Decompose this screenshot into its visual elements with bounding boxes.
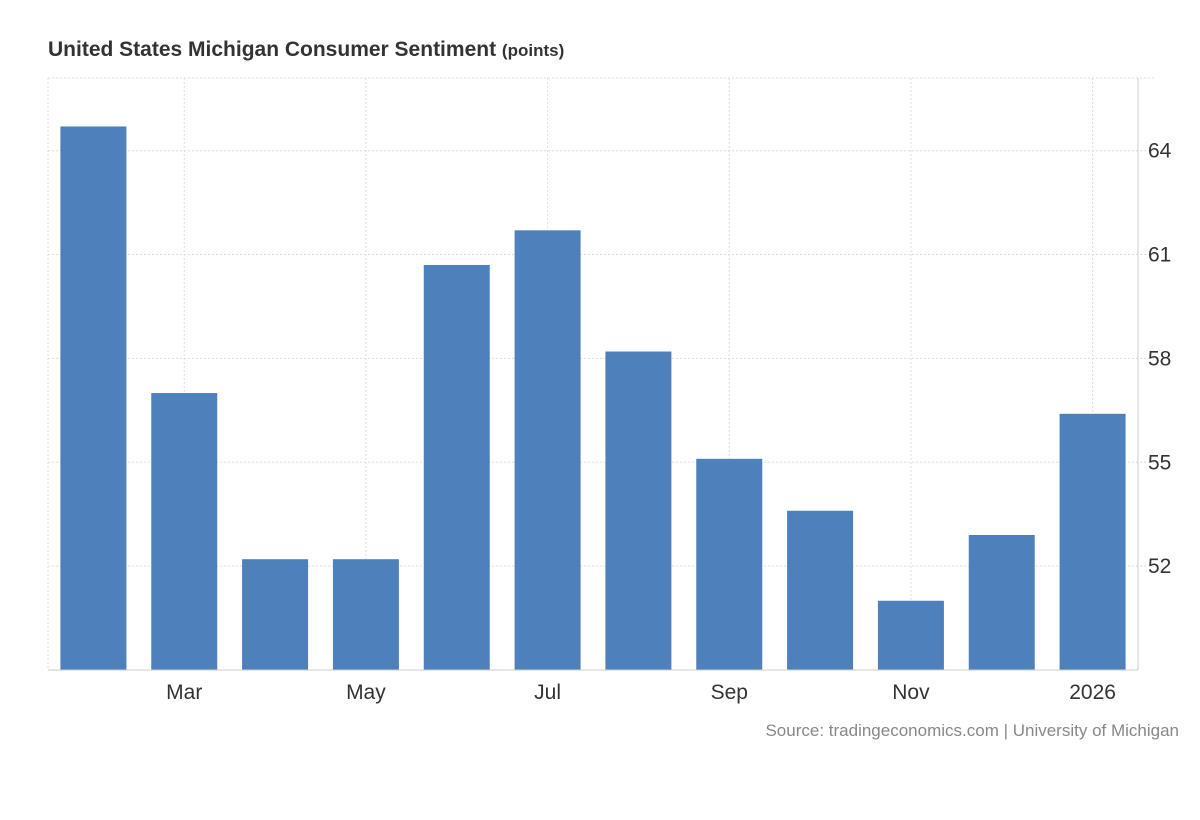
x-tick-label: Jul xyxy=(534,681,561,704)
bar-aug-2025 xyxy=(605,351,672,670)
x-tick-label: Mar xyxy=(166,681,202,704)
bar-jun-2025 xyxy=(423,264,490,670)
bar-nov-2025 xyxy=(877,600,944,670)
bar-feb-2025 xyxy=(60,126,127,670)
bar-may-2025 xyxy=(332,559,399,670)
x-tick-label: Nov xyxy=(892,681,930,704)
y-tick-label: 64 xyxy=(1148,140,1172,163)
bar-dec-2025 xyxy=(968,534,1035,670)
y-tick-label: 52 xyxy=(1148,555,1171,578)
y-tick-label: 61 xyxy=(1148,244,1171,267)
x-tick-label: May xyxy=(346,681,386,704)
chart-title: United States Michigan Consumer Sentimen… xyxy=(48,38,564,62)
bar-jul-2025 xyxy=(514,230,581,670)
x-tick-label: 2026 xyxy=(1069,681,1116,704)
bar-jan-2026 xyxy=(1059,413,1126,670)
y-tick-label: 58 xyxy=(1148,347,1171,370)
bar-oct-2025 xyxy=(787,510,854,670)
y-tick-label: 55 xyxy=(1148,451,1171,474)
chart-unit: (points) xyxy=(501,41,565,60)
source-note: Source: tradingeconomics.com | Universit… xyxy=(765,721,1179,740)
bar-mar-2025 xyxy=(151,393,218,670)
x-tick-label: Sep xyxy=(711,681,748,704)
chart-title-text: United States Michigan Consumer Sentimen… xyxy=(48,38,497,61)
bar-sep-2025 xyxy=(696,458,763,670)
bar-apr-2025 xyxy=(242,559,309,670)
